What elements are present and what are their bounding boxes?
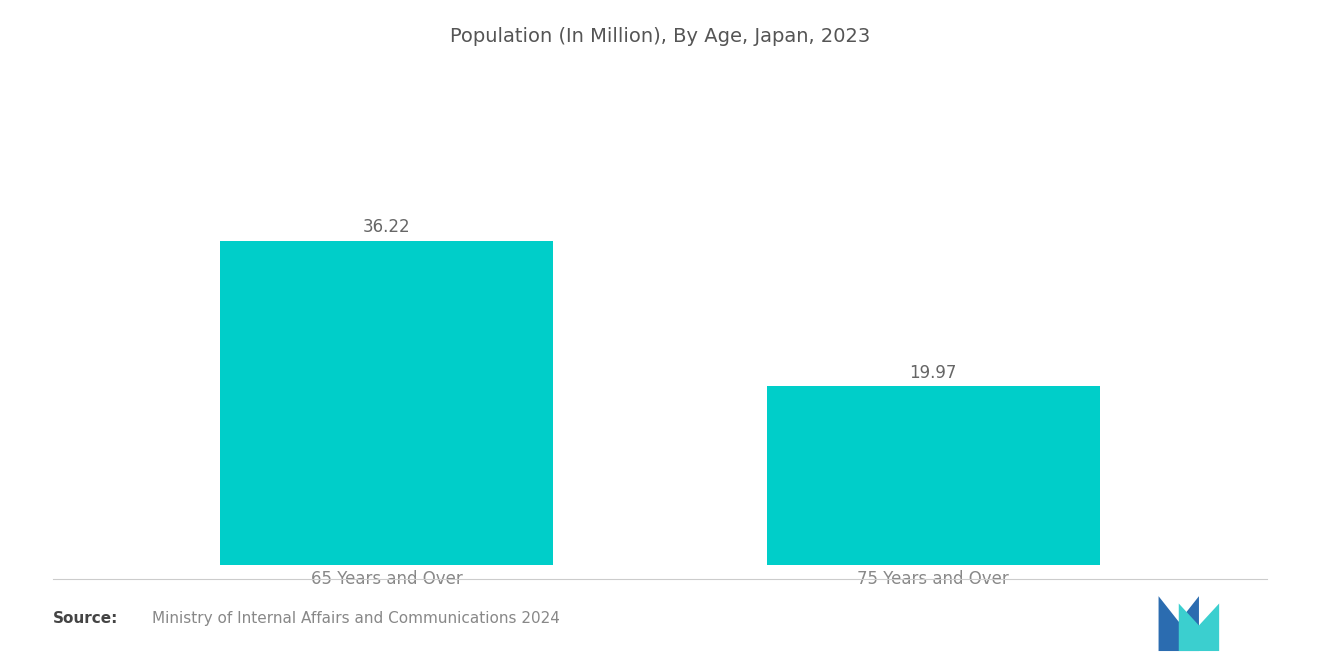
Text: Source:: Source: <box>53 611 119 626</box>
Bar <box>767 386 1100 565</box>
Bar <box>220 241 553 565</box>
Text: 36.22: 36.22 <box>363 218 411 236</box>
Polygon shape <box>1179 604 1220 651</box>
Text: Ministry of Internal Affairs and Communications 2024: Ministry of Internal Affairs and Communi… <box>152 611 560 626</box>
Text: 19.97: 19.97 <box>909 364 957 382</box>
Polygon shape <box>1159 596 1199 651</box>
Text: Population (In Million), By Age, Japan, 2023: Population (In Million), By Age, Japan, … <box>450 27 870 46</box>
